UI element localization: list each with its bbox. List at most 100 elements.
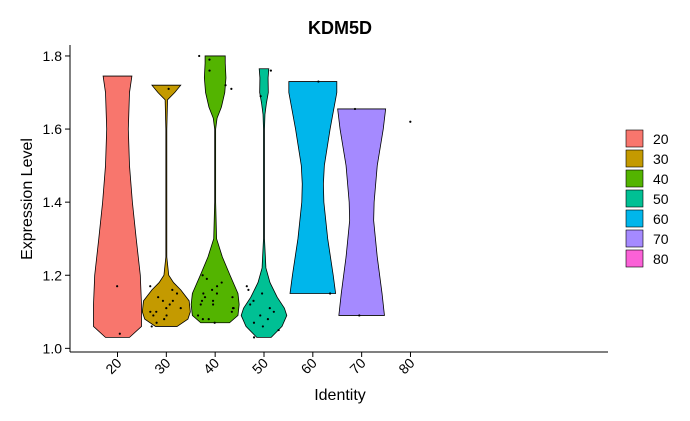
chart-title: KDM5D (308, 18, 372, 38)
x-tick-label: 50 (249, 355, 271, 377)
axes: 1.0 1.2 1.4 1.6 1.8 20 30 40 50 60 70 80 (43, 45, 608, 377)
data-point-30 (155, 321, 158, 324)
legend-key-60 (625, 209, 644, 228)
data-point-50 (259, 95, 262, 98)
data-point-30 (167, 87, 170, 90)
y-tick-label: 1.6 (43, 121, 63, 137)
legend-label-30: 30 (653, 151, 669, 167)
data-point-40 (211, 299, 215, 302)
data-point-40 (232, 307, 235, 310)
data-point-70 (358, 314, 361, 317)
x-tick-label: 20 (102, 355, 124, 377)
data-point-50 (247, 288, 250, 291)
data-point-80 (409, 120, 412, 123)
data-point-30 (155, 310, 158, 313)
data-point-20 (118, 332, 121, 335)
data-point-40 (213, 321, 216, 324)
data-point-30 (171, 288, 174, 291)
data-point-50 (252, 299, 255, 302)
legend-label-40: 40 (653, 171, 669, 187)
legend-label-20: 20 (653, 131, 669, 147)
x-tick-label: 60 (298, 355, 320, 377)
legend-label-60: 60 (653, 211, 669, 227)
data-point-50 (268, 307, 271, 310)
data-point-40 (196, 314, 200, 317)
violin-60 (288, 81, 338, 294)
data-point-40 (201, 318, 204, 321)
x-axis-label: Identity (314, 387, 366, 404)
legend: 20 30 40 50 60 70 80 (625, 129, 669, 268)
data-point-30 (165, 307, 168, 310)
data-point-30 (157, 296, 160, 299)
violin-70 (337, 108, 387, 316)
data-point-30 (165, 314, 168, 317)
y-tick-label: 1.8 (43, 48, 63, 64)
data-point-30 (163, 318, 166, 321)
data-point-40 (201, 274, 204, 277)
data-point-50 (259, 314, 262, 317)
legend-key-40 (625, 169, 644, 188)
data-point-40 (210, 288, 214, 291)
data-point-40 (224, 84, 227, 87)
data-point-30 (179, 307, 182, 310)
x-tick-label: 40 (200, 355, 222, 377)
data-point-40 (203, 296, 207, 299)
data-point-40 (231, 296, 234, 299)
data-point-50 (272, 310, 275, 313)
data-point-40 (215, 292, 219, 295)
data-point-40 (215, 285, 219, 288)
data-point-50 (277, 328, 280, 332)
data-point-40 (205, 277, 208, 280)
data-point-40 (199, 303, 202, 306)
data-point-50 (249, 303, 252, 306)
legend-label-70: 70 (653, 231, 669, 247)
data-point-50 (245, 285, 248, 288)
data-point-30 (149, 285, 152, 288)
data-point-30 (152, 314, 155, 317)
legend-label-50: 50 (653, 191, 669, 207)
data-point-50 (252, 321, 256, 324)
y-tick-label: 1.4 (43, 194, 63, 210)
legend-key-70 (625, 229, 644, 248)
data-point-70 (353, 107, 357, 111)
data-point-40 (208, 69, 211, 72)
x-tick-label: 70 (346, 355, 368, 377)
data-point-30 (149, 310, 152, 313)
data-point-20 (116, 285, 119, 288)
data-point-30 (168, 303, 171, 306)
x-tick-label: 30 (151, 355, 173, 377)
data-point-40 (198, 54, 201, 58)
legend-key-80 (625, 249, 644, 268)
data-point-60 (317, 80, 320, 83)
violin-50 (240, 68, 288, 338)
data-point-50 (261, 292, 264, 295)
data-point-40 (200, 299, 204, 302)
data-point-40 (202, 292, 205, 295)
data-point-30 (171, 299, 174, 302)
legend-label-80: 80 (653, 251, 669, 267)
data-point-50 (252, 336, 256, 339)
y-tick-label: 1.0 (43, 340, 63, 356)
data-point-40 (211, 303, 215, 306)
plot-area (93, 54, 412, 339)
data-point-30 (175, 292, 179, 295)
violin-30 (141, 84, 191, 327)
data-point-30 (150, 325, 153, 328)
data-point-50 (269, 69, 272, 72)
legend-key-20 (625, 129, 644, 148)
data-point-60 (329, 292, 332, 295)
y-axis-label: Expression Level (19, 138, 36, 260)
legend-key-50 (625, 189, 644, 208)
legend-key-30 (625, 149, 644, 168)
data-point-40 (207, 318, 210, 321)
x-tick-label: 80 (395, 355, 417, 377)
data-point-40 (208, 58, 211, 61)
data-point-40 (220, 281, 223, 284)
data-point-40 (230, 310, 233, 313)
data-point-30 (161, 299, 165, 302)
data-point-50 (266, 318, 269, 321)
violin-40 (190, 55, 240, 324)
data-point-50 (261, 325, 264, 328)
violin-20 (93, 75, 142, 338)
